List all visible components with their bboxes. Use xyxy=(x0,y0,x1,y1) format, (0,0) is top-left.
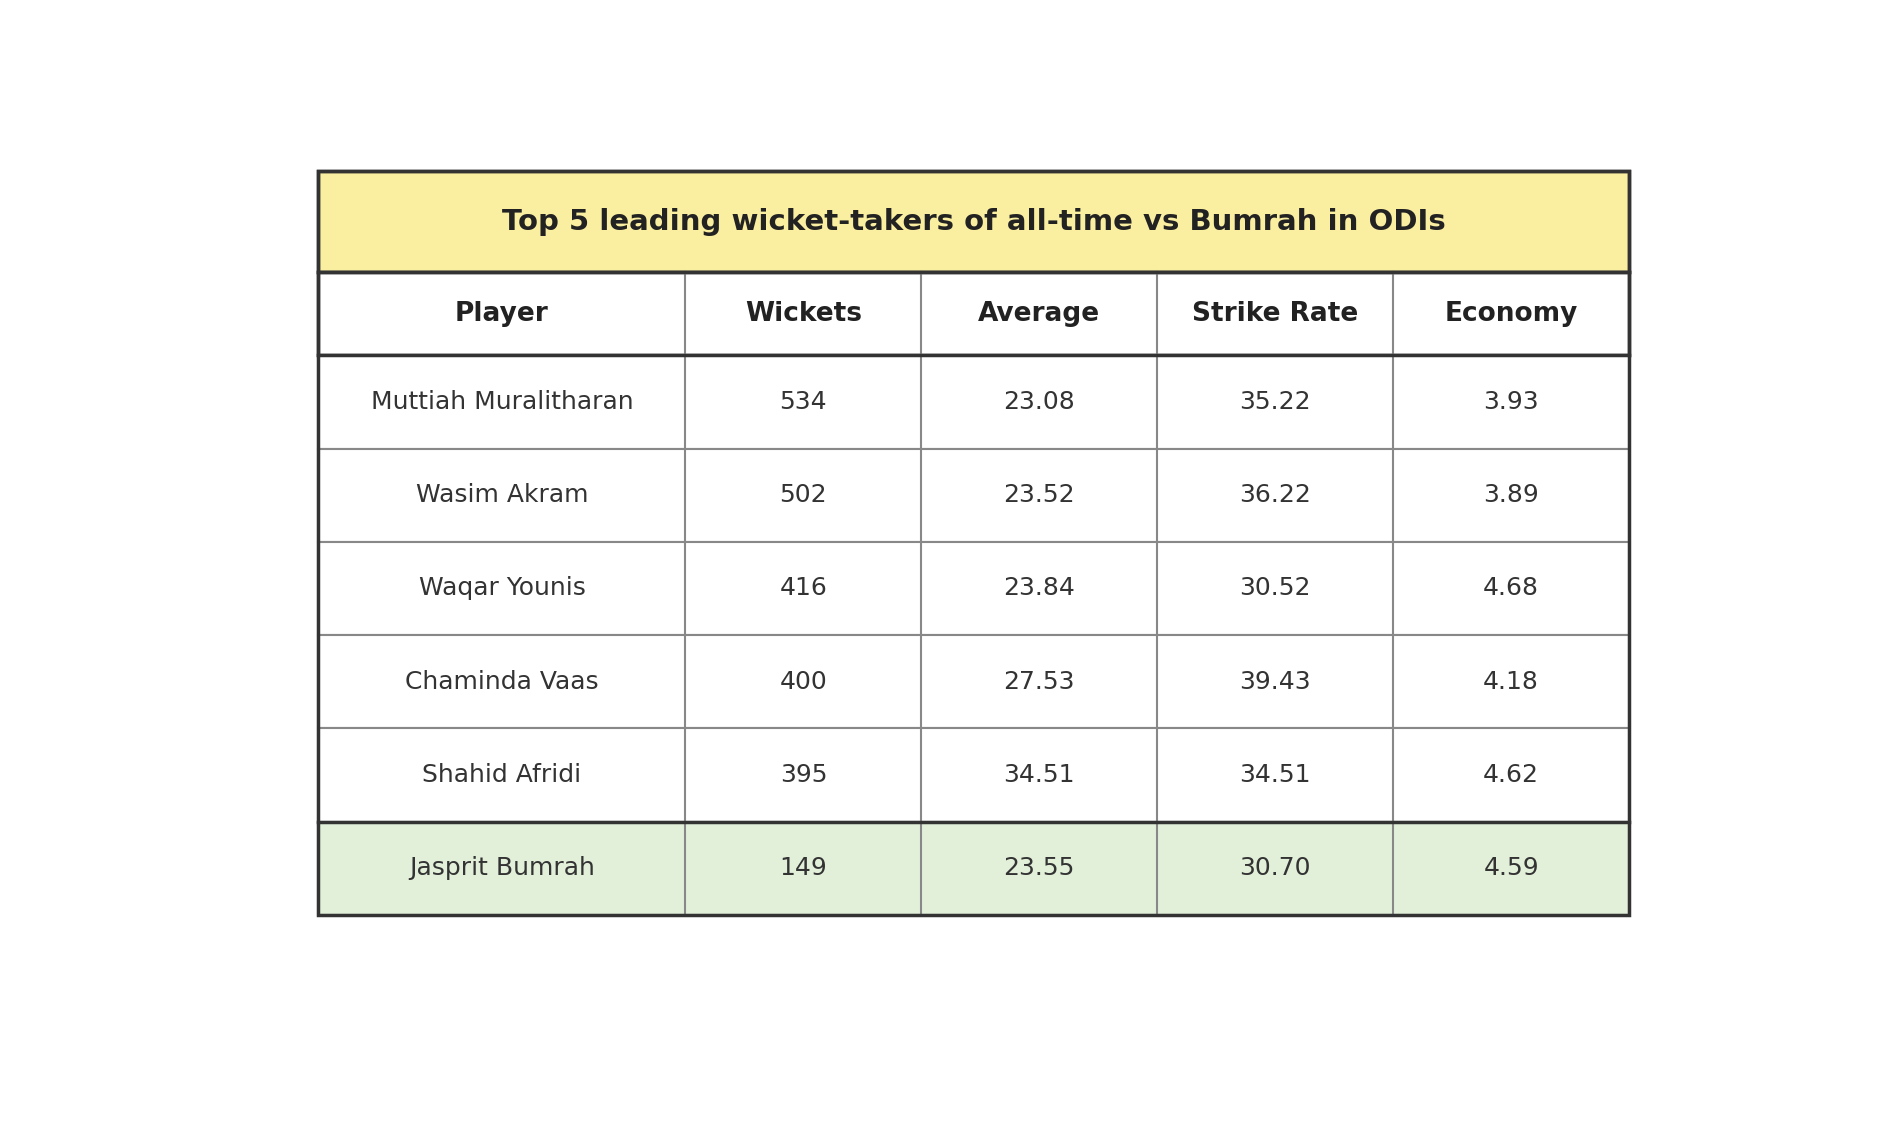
Text: 502: 502 xyxy=(779,483,826,507)
Text: 149: 149 xyxy=(779,856,826,880)
Text: 39.43: 39.43 xyxy=(1239,670,1311,694)
Text: Player: Player xyxy=(456,300,549,326)
Text: Strike Rate: Strike Rate xyxy=(1191,300,1358,326)
Text: 34.51: 34.51 xyxy=(1003,763,1075,787)
Text: 23.55: 23.55 xyxy=(1003,856,1075,880)
Text: 395: 395 xyxy=(779,763,826,787)
Text: 4.68: 4.68 xyxy=(1484,576,1539,600)
FancyBboxPatch shape xyxy=(319,355,1628,449)
Text: 4.62: 4.62 xyxy=(1484,763,1539,787)
Text: 4.59: 4.59 xyxy=(1484,856,1539,880)
Text: Wasim Akram: Wasim Akram xyxy=(416,483,589,507)
Text: 3.93: 3.93 xyxy=(1484,390,1539,414)
Text: 36.22: 36.22 xyxy=(1239,483,1311,507)
Text: 23.84: 23.84 xyxy=(1003,576,1075,600)
FancyBboxPatch shape xyxy=(319,636,1628,729)
Text: Muttiah Muralitharan: Muttiah Muralitharan xyxy=(370,390,633,414)
FancyBboxPatch shape xyxy=(319,542,1628,636)
FancyBboxPatch shape xyxy=(319,729,1628,822)
Text: 30.70: 30.70 xyxy=(1239,856,1311,880)
Text: 400: 400 xyxy=(779,670,826,694)
Text: 534: 534 xyxy=(779,390,826,414)
Text: Jasprit Bumrah: Jasprit Bumrah xyxy=(408,856,595,880)
Text: 34.51: 34.51 xyxy=(1239,763,1311,787)
FancyBboxPatch shape xyxy=(319,822,1628,915)
Text: 416: 416 xyxy=(779,576,826,600)
Text: Top 5 leading wicket-takers of all-time vs Bumrah in ODIs: Top 5 leading wicket-takers of all-time … xyxy=(502,208,1446,235)
Text: Economy: Economy xyxy=(1444,300,1577,326)
FancyBboxPatch shape xyxy=(319,172,1628,272)
Text: 27.53: 27.53 xyxy=(1003,670,1075,694)
Text: 4.18: 4.18 xyxy=(1484,670,1539,694)
Text: Waqar Younis: Waqar Younis xyxy=(418,576,585,600)
Text: Shahid Afridi: Shahid Afridi xyxy=(422,763,581,787)
Text: 30.52: 30.52 xyxy=(1239,576,1311,600)
Text: 3.89: 3.89 xyxy=(1484,483,1539,507)
Text: Chaminda Vaas: Chaminda Vaas xyxy=(405,670,598,694)
Text: 23.52: 23.52 xyxy=(1003,483,1075,507)
Text: 35.22: 35.22 xyxy=(1239,390,1311,414)
FancyBboxPatch shape xyxy=(319,272,1628,355)
Text: 23.08: 23.08 xyxy=(1003,390,1075,414)
Text: Average: Average xyxy=(978,300,1100,326)
Text: Wickets: Wickets xyxy=(745,300,863,326)
FancyBboxPatch shape xyxy=(319,449,1628,542)
